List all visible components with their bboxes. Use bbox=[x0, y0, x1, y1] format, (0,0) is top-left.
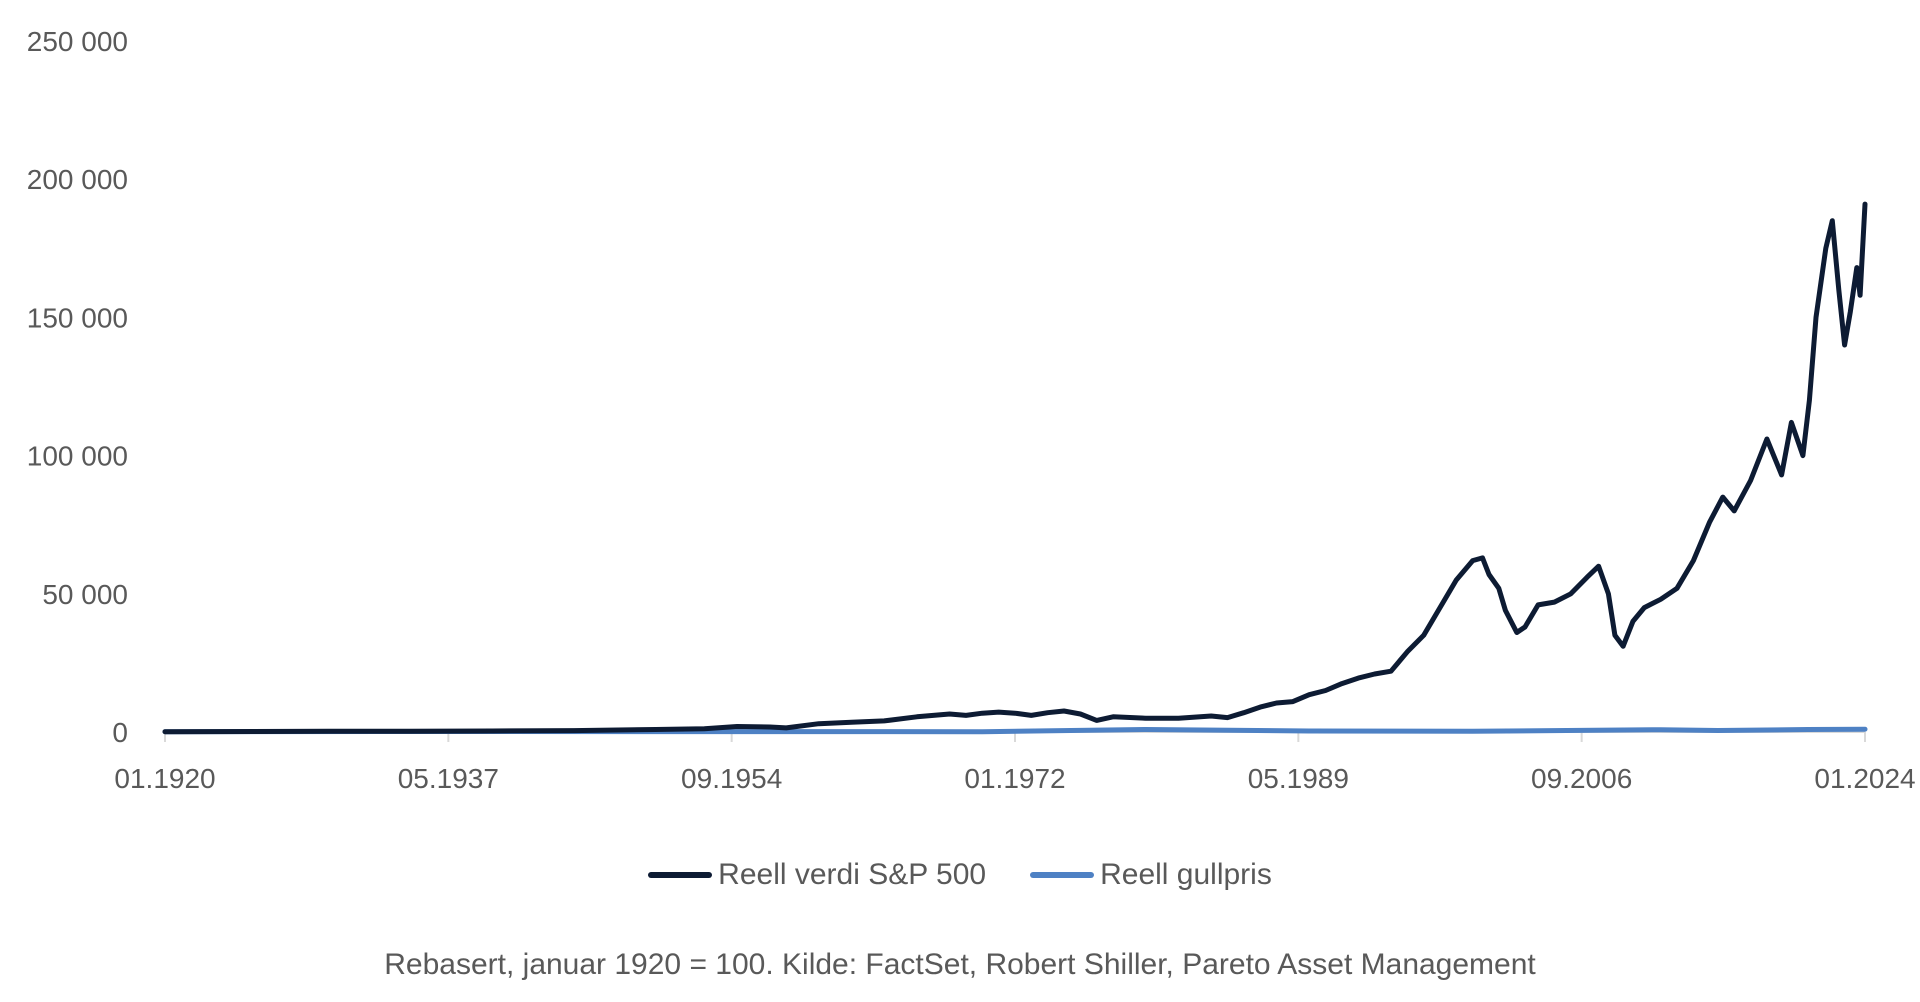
y-tick-label: 50 000 bbox=[42, 579, 128, 610]
y-tick-label: 250 000 bbox=[27, 26, 128, 57]
series-layer bbox=[162, 201, 1868, 735]
x-tick-label: 09.1954 bbox=[681, 763, 782, 794]
x-tick-label: 05.1937 bbox=[398, 763, 499, 794]
legend-item-sp500: Reell verdi S&P 500 bbox=[648, 858, 986, 892]
legend-swatch-sp500 bbox=[648, 872, 713, 878]
y-axis-labels: 0 50 000 100 000 150 000 200 000 250 000 bbox=[27, 26, 128, 748]
y-tick-label: 150 000 bbox=[27, 302, 128, 333]
x-tick-label: 01.1972 bbox=[964, 763, 1065, 794]
x-tick-label: 05.1989 bbox=[1248, 763, 1349, 794]
legend-item-gold: Reell gullpris bbox=[1030, 858, 1272, 892]
legend: Reell verdi S&P 500 Reell gullpris bbox=[0, 858, 1920, 892]
legend-swatch-gold bbox=[1030, 872, 1095, 878]
series-line-sp500 bbox=[162, 201, 1868, 735]
x-tick-label: 09.2006 bbox=[1531, 763, 1632, 794]
y-tick-label: 100 000 bbox=[27, 441, 128, 472]
x-tick-label: 01.2024 bbox=[1814, 763, 1915, 794]
y-tick-label: 0 bbox=[112, 717, 128, 748]
source-footnote: Rebasert, januar 1920 = 100. Kilde: Fact… bbox=[384, 948, 1536, 981]
legend-label-sp500: Reell verdi S&P 500 bbox=[718, 858, 987, 891]
line-chart: 0 50 000 100 000 150 000 200 000 250 000 01.1… bbox=[27, 26, 1916, 794]
legend-label-gold: Reell gullpris bbox=[1100, 858, 1272, 891]
x-tick-label: 01.1920 bbox=[114, 763, 215, 794]
y-tick-label: 200 000 bbox=[27, 164, 128, 195]
x-axis: 01.1920 05.1937 09.1954 01.1972 05.1989 09.20… bbox=[114, 731, 1916, 794]
